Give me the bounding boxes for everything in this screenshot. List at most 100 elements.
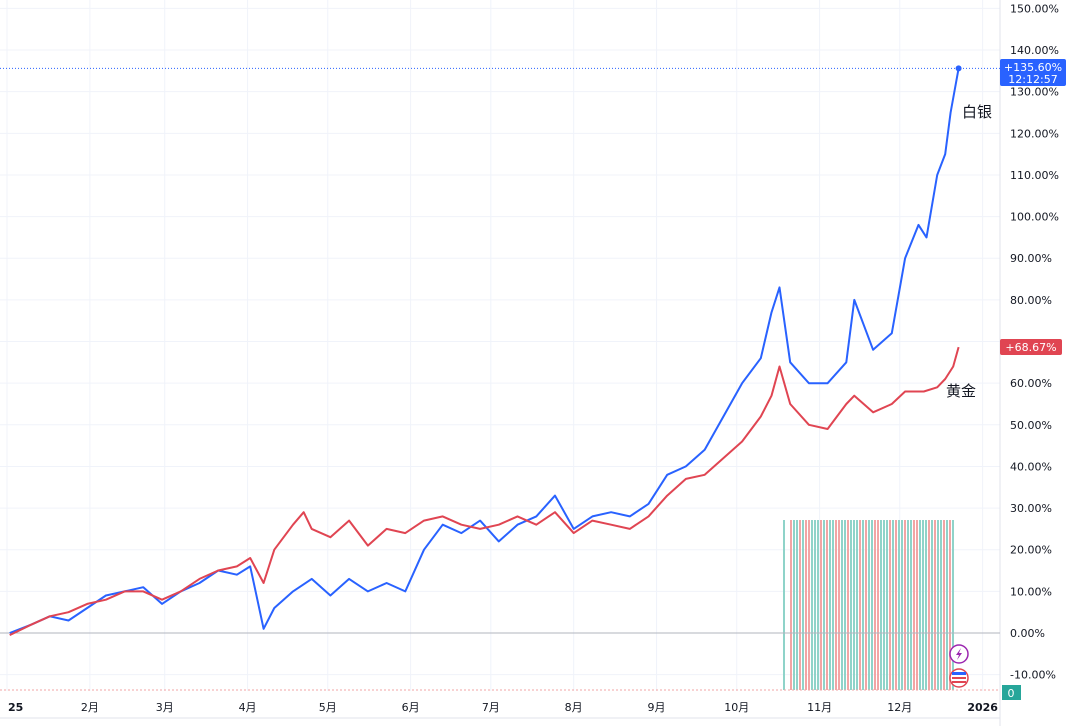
x-tick-label: 3月 xyxy=(156,701,174,714)
last-value-badge-gold: +68.67% xyxy=(1000,339,1062,355)
volume-bar xyxy=(832,520,834,690)
volume-bar xyxy=(901,520,903,690)
volume-bar xyxy=(910,520,912,690)
y-tick-label: 40.00% xyxy=(1010,460,1052,473)
silver-last-value: +135.60% xyxy=(1004,61,1062,74)
y-tick-label: -10.00% xyxy=(1010,669,1056,682)
x-tick-label: 25 xyxy=(8,701,23,714)
volume-bar xyxy=(928,520,930,690)
volume-bar xyxy=(823,520,825,690)
y-tick-label: 10.00% xyxy=(1010,585,1052,598)
series-line-silver xyxy=(9,68,960,634)
last-point-silver xyxy=(955,65,962,72)
volume-bar xyxy=(835,520,837,690)
x-tick-label: 5月 xyxy=(319,701,337,714)
volume-bar xyxy=(952,520,954,690)
volume-bar xyxy=(916,520,918,690)
x-tick-label: 8月 xyxy=(565,701,583,714)
y-tick-label: 110.00% xyxy=(1010,169,1059,182)
y-tick-label: 100.00% xyxy=(1010,211,1059,224)
y-tick-label: 0.00% xyxy=(1010,627,1045,640)
volume-bar xyxy=(850,520,852,690)
volume-bar xyxy=(874,520,876,690)
volume-bar xyxy=(871,520,873,690)
last-value-badge-silver: +135.60% 12:12:57 xyxy=(1000,59,1066,86)
y-tick-label: 30.00% xyxy=(1010,502,1052,515)
volume-bar xyxy=(829,520,831,690)
y-tick-label: 60.00% xyxy=(1010,377,1052,390)
volume-bar xyxy=(904,520,906,690)
volume-bar xyxy=(895,520,897,690)
volume-bar xyxy=(783,520,785,690)
x-tick-label: 11月 xyxy=(807,701,832,714)
x-tick-label: 6月 xyxy=(402,701,420,714)
volume-bar xyxy=(817,520,819,690)
volume-bar xyxy=(865,520,867,690)
x-tick-label: 2月 xyxy=(81,701,99,714)
volume-bar xyxy=(859,520,861,690)
volume-bar xyxy=(919,520,921,690)
y-tick-label: 50.00% xyxy=(1010,419,1052,432)
series-label-silver: 白银 xyxy=(962,103,992,121)
volume-bar xyxy=(880,520,882,690)
volume-bar xyxy=(907,520,909,690)
x-tick-label: 2026 xyxy=(967,701,998,714)
volume-bar xyxy=(805,520,807,690)
volume-counter-badge: 0 xyxy=(1002,685,1021,700)
volume-bar xyxy=(931,520,933,690)
x-tick-label: 4月 xyxy=(239,701,257,714)
y-tick-label: 150.00% xyxy=(1010,2,1059,15)
volume-bar xyxy=(808,520,810,690)
volume-bar xyxy=(793,520,795,690)
volume-bar xyxy=(847,520,849,690)
volume-bar xyxy=(943,520,945,690)
x-tick-label: 7月 xyxy=(482,701,500,714)
volume-bar xyxy=(925,520,927,690)
volume-bar xyxy=(883,520,885,690)
silver-last-time: 12:12:57 xyxy=(1008,73,1057,86)
volume-bar xyxy=(886,520,888,690)
volume-bar xyxy=(937,520,939,690)
volume-bar xyxy=(796,520,798,690)
volume-bar xyxy=(814,520,816,690)
volume-bar xyxy=(811,520,813,690)
volume-bar xyxy=(946,520,948,690)
x-tick-label: 9月 xyxy=(648,701,666,714)
volume-bar xyxy=(790,520,792,690)
volume-bar xyxy=(862,520,864,690)
volume-bar xyxy=(892,520,894,690)
volume-bar xyxy=(868,520,870,690)
lightning-icon[interactable] xyxy=(949,644,969,664)
volume-bar xyxy=(853,520,855,690)
volume-bars xyxy=(783,520,954,690)
volume-bar xyxy=(844,520,846,690)
volume-bar xyxy=(922,520,924,690)
volume-bar xyxy=(841,520,843,690)
us-flag-icon[interactable] xyxy=(949,668,969,688)
volume-bar xyxy=(799,520,801,690)
gold-last-value: +68.67% xyxy=(1005,341,1056,354)
volume-bar xyxy=(820,520,822,690)
y-tick-label: 140.00% xyxy=(1010,44,1059,57)
volume-bar xyxy=(913,520,915,690)
volume-bar xyxy=(838,520,840,690)
series-label-gold: 黄金 xyxy=(946,382,976,400)
volume-bar xyxy=(898,520,900,690)
y-tick-label: 120.00% xyxy=(1010,127,1059,140)
volume-bar xyxy=(889,520,891,690)
volume-bar xyxy=(802,520,804,690)
x-tick-label: 12月 xyxy=(887,701,912,714)
volume-counter: 0 xyxy=(1008,687,1015,700)
volume-bar xyxy=(856,520,858,690)
volume-bar xyxy=(826,520,828,690)
series-line-gold xyxy=(9,346,960,636)
y-tick-label: 130.00% xyxy=(1010,86,1059,99)
y-tick-label: 20.00% xyxy=(1010,544,1052,557)
volume-bar xyxy=(934,520,936,690)
volume-bar xyxy=(949,520,951,690)
x-tick-label: 10月 xyxy=(724,701,749,714)
volume-bar xyxy=(940,520,942,690)
volume-bar xyxy=(877,520,879,690)
y-tick-label: 80.00% xyxy=(1010,294,1052,307)
